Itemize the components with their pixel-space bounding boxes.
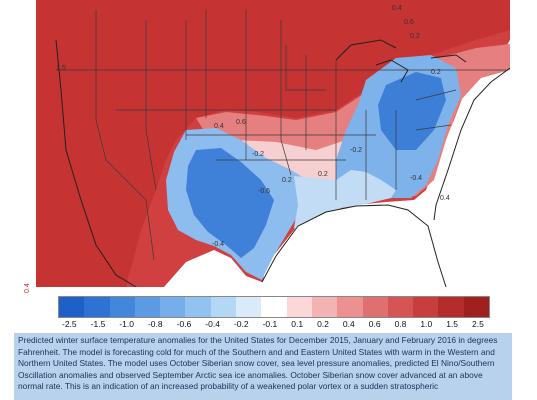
coastline: [55, 39, 510, 287]
color-scale-bar: [58, 296, 490, 318]
color-swatch: [413, 297, 439, 317]
contour-label: 0.4: [214, 123, 224, 130]
contour-label: 0.2: [431, 69, 441, 76]
state-borders: [56, 10, 506, 261]
color-scale-tick-label: 2.5: [472, 319, 484, 329]
color-swatch: [337, 297, 363, 317]
contour-label: 0.6: [404, 19, 414, 26]
color-swatch: [311, 297, 338, 317]
contour-label: 0.2: [318, 171, 328, 178]
color-scale-tick-label: 0.8: [394, 319, 407, 329]
color-scale-tick-label: -0.8: [147, 319, 163, 329]
contour-label: 0.4: [392, 5, 402, 12]
color-swatch: [134, 297, 161, 317]
contour-label: -0.2: [252, 151, 264, 158]
contour-label: 0.2: [282, 177, 292, 184]
gulf-of-mexico: [262, 205, 446, 287]
color-scale-tick-label: -0.4: [205, 319, 220, 329]
color-swatch: [236, 297, 262, 317]
color-scale-tick-label: -1.5: [90, 319, 106, 329]
atlantic: [434, 70, 510, 287]
color-scale-tick-label: 0.2: [317, 319, 329, 329]
color-swatch: [59, 297, 85, 317]
color-scale-tick-label: 1.0: [420, 319, 433, 329]
contour-label: 1.5: [56, 65, 66, 72]
color-scale-tick-label: -1.0: [119, 319, 134, 329]
color-scale-tick-label: 0.4: [342, 319, 355, 329]
contour-label: -0.4: [212, 241, 224, 248]
color-scale-tick-label: -0.1: [262, 319, 278, 329]
caption-text: Predicted winter surface temperature ano…: [18, 335, 498, 392]
color-swatch: [210, 297, 237, 317]
cold-south-core: [186, 148, 274, 258]
color-scale-tick-label: -0.2: [233, 319, 249, 329]
color-swatch: [160, 297, 186, 317]
caption-box: Predicted winter surface temperature ano…: [14, 333, 512, 400]
contour-label: 0.2: [410, 33, 420, 40]
contour-label: -0.6: [258, 188, 270, 195]
color-scale-labels: -2.5 -1.5 -1.0 -0.8 -0.6 -0.4 -0.2 -0.1 0.1 0.2 0.…: [58, 319, 488, 331]
color-swatch: [109, 297, 135, 317]
color-swatch: [185, 297, 211, 317]
cold-east-core: [378, 72, 446, 150]
color-scale-tick-label: -0.6: [176, 319, 192, 329]
contour-label: 0.4: [440, 195, 450, 202]
color-swatch: [84, 297, 110, 317]
contour-label: 0.6: [236, 119, 246, 126]
contour-label: -0.4: [410, 175, 422, 182]
color-swatch: [286, 297, 312, 317]
color-scale-tick-label: 0.1: [291, 319, 304, 329]
contour-label: -0.2: [350, 147, 362, 154]
color-scale-tick-label: 1.5: [446, 319, 459, 329]
warm-inner: [36, 0, 510, 287]
color-swatch: [463, 297, 490, 317]
map-svg: 0.4 0.6 0.2 0.2 0.4 0.6 -0.2 0.2 -0.2 -0…: [36, 0, 510, 287]
side-tick-label: 0.4: [24, 283, 31, 293]
color-swatch: [387, 297, 414, 317]
color-swatch: [438, 297, 464, 317]
color-scale-tick-label: 0.6: [368, 319, 381, 329]
color-scale-tick-label: -2.5: [62, 319, 77, 329]
color-swatch: [362, 297, 388, 317]
temperature-anomaly-map: 0.4 0.6 0.2 0.2 0.4 0.6 -0.2 0.2 -0.2 -0…: [36, 0, 510, 287]
color-swatch: [261, 297, 287, 317]
